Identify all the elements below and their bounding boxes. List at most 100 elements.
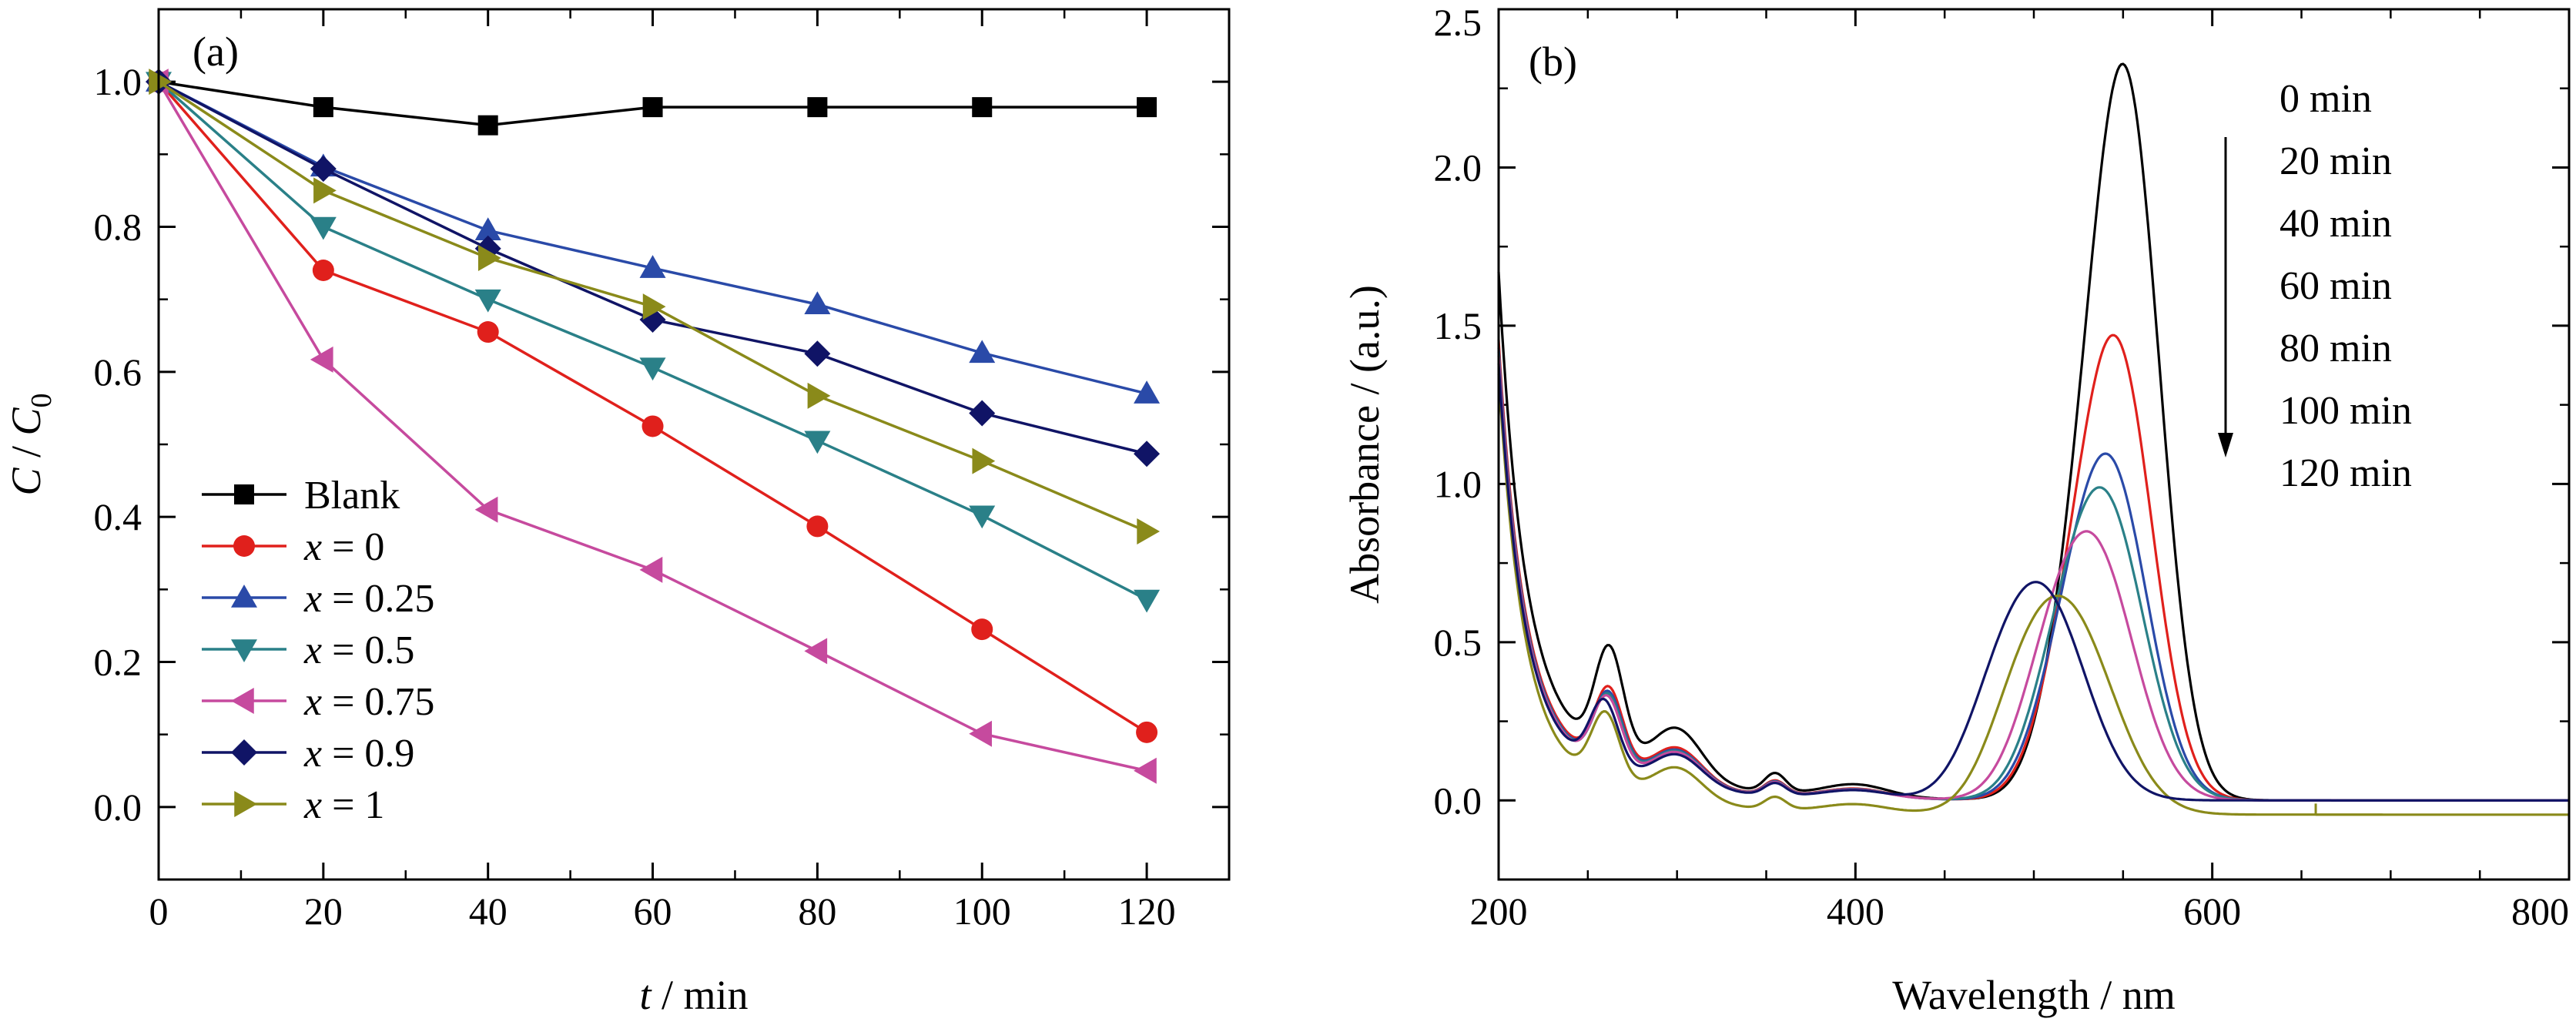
legend-entry: x = 0 [303,525,384,569]
data-point [477,244,501,271]
data-point [807,382,831,409]
time-label: 0 min [2280,77,2372,121]
panel-a-label: (a) [193,28,239,75]
legend-marker [231,639,257,662]
panel-a-frame [157,8,1231,881]
x-tick-label: 120 [1118,890,1176,933]
panel-b-label: (b) [1529,39,1577,85]
y-tick-label: 1.0 [94,60,142,103]
panel-a: 0 20 40 60 80 100 120 0.0 0.2 0.4 0.6 0.8 1.0 (a) t … [3,8,1231,1018]
data-point [804,638,828,665]
data-point [639,556,663,583]
panel-b-ticks: 200 400 600 800 0.0 0.5 1.0 1.5 2.0 2.5 [1434,1,2571,933]
y-tick-label: 1.0 [1434,462,1482,505]
data-point [642,293,666,320]
x-tick-label: 80 [798,890,836,933]
data-point [474,217,501,240]
data-point [1134,441,1161,467]
panel-b-xlabel: Wavelength / nm [1892,972,2176,1018]
spectrum-6 [1497,364,2569,802]
time-label: 60 min [2280,264,2392,308]
data-point [641,415,664,437]
data-point [1134,589,1161,613]
data-point [972,447,996,474]
data-point [1136,721,1158,743]
data-point [971,618,993,641]
spectrum-5 [1497,374,2569,816]
data-point [969,400,996,427]
legend-entry: x = 0.25 [303,577,434,621]
y-tick-label: 1.5 [1434,304,1482,347]
data-point [313,177,337,204]
x-tick-label: 800 [2511,890,2569,933]
data-point [310,216,337,240]
y-tick-label: 0.4 [94,495,142,538]
time-label: 20 min [2280,139,2392,183]
legend-marker [233,535,255,557]
x-tick-label: 0 [149,890,169,933]
panel-a-ticks: 0 20 40 60 80 100 120 0.0 0.2 0.4 0.6 0.8 1.0 [94,8,1229,933]
y-tick-label: 0.8 [94,206,142,249]
legend-entry: x = 1 [303,783,384,827]
data-point [804,291,831,315]
data-point [474,496,498,523]
data-point [972,97,993,118]
panel-b: 200 400 600 800 0.0 0.5 1.0 1.5 2.0 2.5 (b) Wavel… [1342,1,2571,1018]
data-point [639,255,666,278]
time-arrow-head [2218,433,2233,457]
data-point [804,431,831,454]
data-point [806,515,829,538]
panel-b-time-labels: 0 min 20 min 40 min 60 min 80 min 100 min 120 … [2280,77,2412,495]
y-tick-label: 0.0 [94,786,142,829]
data-point [477,115,498,136]
panel-a-ylabel: C / C0 [3,393,58,495]
legend-marker [231,585,257,608]
legend-entry: Blank [304,474,400,518]
x-tick-label: 40 [469,890,507,933]
data-point [313,97,333,118]
x-tick-label: 100 [953,890,1011,933]
legend-marker [231,688,254,714]
data-point [477,321,499,343]
time-label: 120 min [2280,451,2412,495]
data-point [149,69,172,95]
panel-b-series [1497,62,2569,816]
x-tick-label: 600 [2183,890,2241,933]
legend-entry: x = 0.5 [303,628,414,672]
data-point [312,260,334,281]
series-line-2 [158,80,1147,395]
time-label: 40 min [2280,202,2392,246]
data-point [807,97,828,118]
y-tick-label: 0.2 [94,641,142,684]
y-tick-label: 0.5 [1434,621,1482,664]
legend-marker [231,739,257,766]
data-point [1137,518,1161,545]
data-point [639,357,666,381]
y-tick-label: 0.6 [94,350,142,394]
panel-a-xlabel: t / min [639,972,748,1018]
legend-marker [234,484,254,504]
data-point [642,97,663,118]
data-point [1134,380,1161,404]
x-tick-label: 60 [634,890,672,933]
data-point [969,720,992,747]
data-point [969,505,996,529]
data-point [1134,757,1157,784]
data-point [310,156,337,183]
data-point [474,289,501,313]
y-tick-label: 2.0 [1434,146,1482,189]
x-tick-label: 200 [1470,890,1528,933]
panel-b-ylabel: Absorbance / (a.u.) [1342,285,1388,604]
panel-a-legend: Blank x = 0 x = 0.25 x = 0.5 x = 0.75 x = 0.9… [202,474,434,827]
x-tick-label: 400 [1827,890,1884,933]
panel-b-frame [1497,8,2571,881]
data-point [1137,97,1157,118]
x-tick-label: 20 [304,890,343,933]
legend-entry: x = 0.9 [303,732,414,776]
data-point [804,340,831,367]
legend-entry: x = 0.75 [303,680,434,724]
legend-marker [234,791,257,817]
y-tick-label: 0.0 [1434,779,1482,822]
y-tick-label: 2.5 [1434,1,1482,44]
